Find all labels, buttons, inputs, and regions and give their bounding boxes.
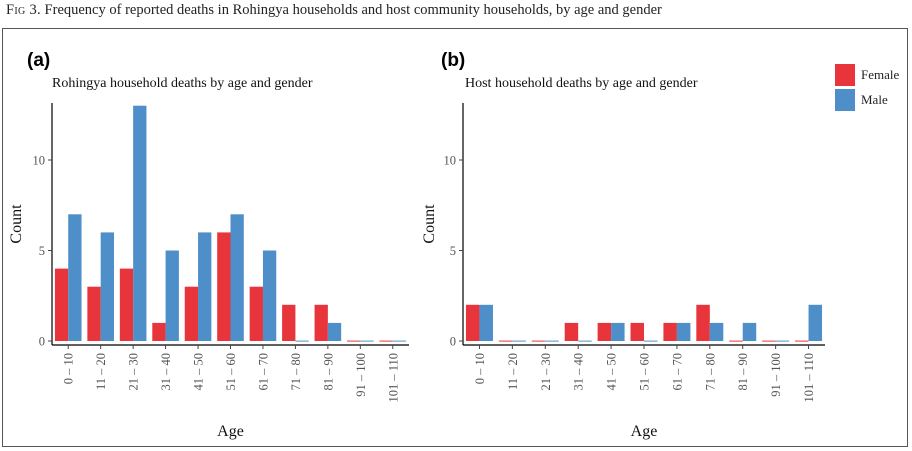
bar-female bbox=[152, 322, 166, 341]
bar-male bbox=[198, 232, 212, 341]
bar-female bbox=[696, 304, 710, 341]
bar-female bbox=[184, 286, 199, 341]
bar-male bbox=[68, 214, 82, 341]
bar-male bbox=[479, 304, 493, 341]
bar-female bbox=[465, 304, 480, 341]
x-tick-label: 0 – 10 bbox=[473, 353, 487, 384]
panel-title: Rohingya household deaths by age and gen… bbox=[52, 76, 313, 91]
panel-label: (a) bbox=[27, 50, 50, 71]
bar-female bbox=[379, 340, 393, 342]
y-tick-label: 5 bbox=[39, 244, 45, 258]
x-tick-label: 91 – 100 bbox=[769, 353, 783, 397]
bar-female bbox=[54, 268, 69, 341]
bar-female bbox=[119, 268, 134, 341]
bar-male bbox=[709, 322, 724, 341]
panel-b: (b)Host household deaths by age and gend… bbox=[421, 50, 825, 440]
chart-canvas: (a)Rohingya household deaths by age and … bbox=[8, 50, 899, 440]
bar-male bbox=[676, 322, 691, 341]
x-tick-label: 81 – 90 bbox=[736, 353, 750, 391]
bar-male bbox=[742, 322, 757, 341]
caption-text: Frequency of reported deaths in Rohingya… bbox=[44, 2, 662, 18]
bar-female bbox=[630, 322, 644, 341]
bar-female bbox=[795, 340, 809, 342]
bar-female bbox=[314, 304, 328, 341]
bar-female bbox=[597, 322, 612, 341]
bar-male bbox=[775, 340, 790, 342]
x-tick-label: 21 – 30 bbox=[539, 353, 553, 391]
y-axis-title: Count bbox=[421, 204, 438, 244]
x-axis-title: Age bbox=[217, 423, 244, 440]
x-tick-label: 71 – 80 bbox=[289, 353, 303, 391]
y-tick-label: 0 bbox=[450, 335, 456, 349]
bar-male bbox=[808, 304, 823, 341]
bar-male bbox=[100, 232, 114, 341]
bar-male bbox=[644, 340, 658, 342]
x-tick-label: 61 – 70 bbox=[256, 353, 270, 391]
x-tick-label: 101 – 110 bbox=[386, 353, 400, 403]
bar-female bbox=[282, 304, 296, 341]
bar-male bbox=[133, 105, 147, 341]
bar-male bbox=[165, 250, 179, 341]
bar-male bbox=[295, 340, 309, 342]
x-tick-label: 21 – 30 bbox=[127, 353, 141, 391]
bar-male bbox=[327, 322, 342, 341]
x-tick-label: 81 – 90 bbox=[321, 353, 335, 391]
x-tick-label: 91 – 100 bbox=[354, 353, 368, 397]
legend: Female Male bbox=[835, 64, 899, 111]
figure-frame: (a) Rohingya household deaths by age and … bbox=[2, 28, 908, 447]
x-tick-label: 51 – 60 bbox=[638, 353, 652, 391]
bar-male bbox=[578, 340, 592, 342]
y-tick-label: 0 bbox=[39, 335, 45, 349]
x-axis-title: Age bbox=[631, 423, 658, 440]
bar-male bbox=[230, 214, 244, 341]
panel-title: Host household deaths by age and gender bbox=[465, 76, 698, 91]
figure-label: Fig 3. bbox=[6, 2, 41, 18]
bar-male bbox=[611, 322, 625, 341]
legend-swatch-male bbox=[835, 89, 855, 111]
bar-female bbox=[498, 340, 513, 342]
bar-male bbox=[360, 340, 374, 342]
legend-swatch-female bbox=[835, 64, 855, 86]
x-tick-label: 51 – 60 bbox=[224, 353, 238, 391]
x-tick-label: 41 – 50 bbox=[192, 353, 206, 391]
bar-female bbox=[249, 286, 263, 341]
legend-label-female: Female bbox=[861, 67, 899, 82]
x-tick-label: 71 – 80 bbox=[703, 353, 717, 391]
bar-female bbox=[217, 232, 231, 341]
bar-male bbox=[392, 340, 407, 342]
y-tick-label: 10 bbox=[444, 154, 457, 168]
bar-male bbox=[262, 250, 277, 341]
x-tick-label: 11 – 20 bbox=[506, 353, 520, 390]
panel-a: (a)Rohingya household deaths by age and … bbox=[8, 50, 409, 440]
x-tick-label: 31 – 40 bbox=[159, 353, 173, 391]
bar-female bbox=[762, 340, 776, 342]
bar-female bbox=[729, 340, 743, 342]
x-tick-label: 0 – 10 bbox=[62, 353, 76, 384]
x-tick-label: 101 – 110 bbox=[802, 353, 816, 403]
x-tick-label: 11 – 20 bbox=[94, 353, 108, 390]
y-axis-title: Count bbox=[8, 204, 25, 244]
bar-female bbox=[564, 322, 579, 341]
bar-female bbox=[663, 322, 677, 341]
bar-female bbox=[531, 340, 546, 342]
bar-male bbox=[512, 340, 526, 342]
y-tick-label: 5 bbox=[450, 244, 456, 258]
x-tick-label: 31 – 40 bbox=[572, 353, 586, 391]
y-tick-label: 10 bbox=[33, 154, 46, 168]
x-tick-label: 41 – 50 bbox=[605, 353, 619, 391]
x-tick-label: 61 – 70 bbox=[670, 353, 684, 391]
bar-female bbox=[87, 286, 101, 341]
bar-female bbox=[347, 340, 361, 342]
figure-caption: Fig 3. Frequency of reported deaths in R… bbox=[6, 2, 662, 19]
panel-label: (b) bbox=[441, 50, 465, 71]
bar-male bbox=[545, 340, 559, 342]
legend-label-male: Male bbox=[861, 92, 888, 107]
